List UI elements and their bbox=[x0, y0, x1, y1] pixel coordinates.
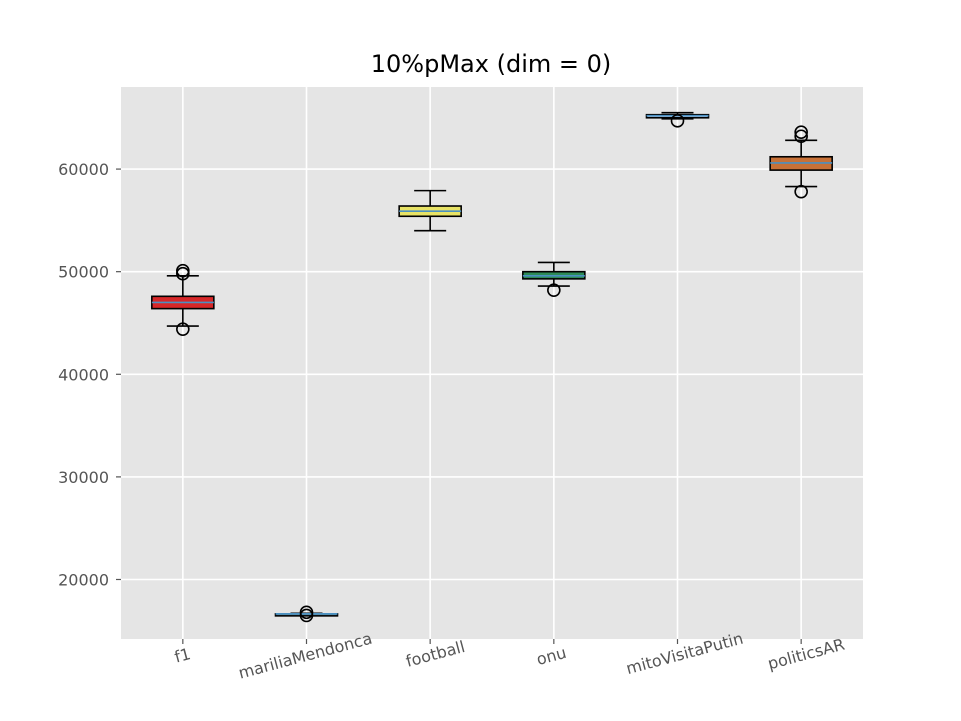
outlier-point bbox=[794, 129, 808, 144]
y-tick-label: 30000 bbox=[58, 468, 109, 487]
chart-title: 10%pMax (dim = 0) bbox=[371, 50, 611, 78]
box-onu bbox=[522, 261, 586, 297]
outlier-point bbox=[794, 125, 808, 139]
box-politicsAR bbox=[769, 125, 833, 199]
plot-background bbox=[121, 87, 863, 639]
outlier-point bbox=[547, 283, 561, 297]
box-f1 bbox=[151, 263, 215, 336]
box-mariliaMendonca bbox=[274, 605, 339, 623]
y-tick-label: 20000 bbox=[58, 570, 109, 589]
y-axis-ticks: 20000 30000 40000 50000 60000 bbox=[58, 160, 121, 589]
boxes-layer bbox=[151, 111, 833, 623]
outlier-point bbox=[299, 605, 314, 620]
box-mitoVisitaPutin bbox=[645, 111, 710, 128]
outlier-point bbox=[176, 322, 190, 336]
grid-lines bbox=[121, 87, 863, 639]
x-tick-label: f1 bbox=[172, 644, 192, 666]
outlier-point bbox=[670, 114, 685, 128]
y-tick-label: 60000 bbox=[58, 160, 109, 179]
x-tick-label: politicsAR bbox=[766, 635, 847, 674]
x-tick-label: football bbox=[404, 637, 467, 671]
outlier-point bbox=[794, 184, 808, 199]
outlier-point bbox=[176, 263, 190, 278]
y-tick-label: 40000 bbox=[58, 365, 109, 384]
box-football bbox=[398, 189, 462, 232]
y-tick-label: 50000 bbox=[58, 263, 109, 282]
x-tick-label: onu bbox=[534, 643, 568, 669]
